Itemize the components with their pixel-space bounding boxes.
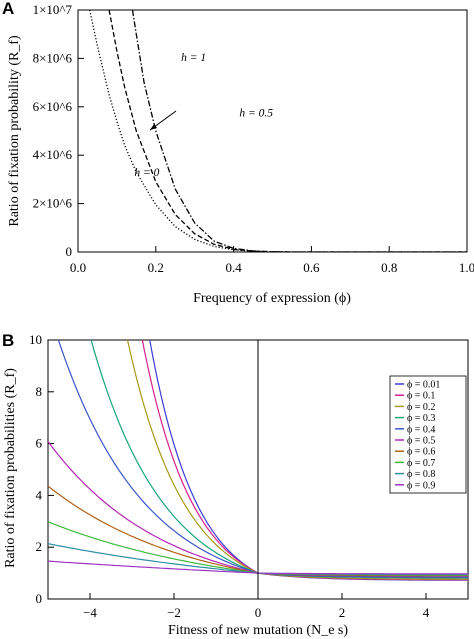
panel-a: 0 2×10^6 4×10^6 6×10^6 8×10^6 1×10^7 0.0 0.2 0.… (7, 2, 474, 306)
panel-a-annotation: h = 1 (181, 52, 206, 64)
panel-a-xtick-label: 0.6 (303, 260, 320, 275)
panel-b-xtick-label: 4 (423, 605, 430, 620)
panel-b-xtick-label: −4 (83, 605, 97, 620)
legend-entry: ϕ = 0.3 (407, 413, 435, 424)
panel-a-ylabel: Ratio of fixation probability (R_f) (7, 35, 22, 227)
panel-b-ytick-label: 8 (36, 384, 43, 399)
panel-b-ytick-label: 0 (36, 591, 43, 606)
panel-a-xtick-label: 0.0 (70, 260, 86, 275)
panel-a-ytick-label: 4×10^6 (33, 147, 73, 162)
panel-b-ytick-label: 2 (36, 539, 43, 554)
panel-b-xtick-label: −2 (167, 605, 181, 620)
panel-a-xtick-label: 0.4 (225, 260, 242, 275)
legend-entry: ϕ = 0.5 (407, 436, 435, 447)
panel-a-ytick-label: 6×10^6 (33, 99, 73, 114)
panel-a-annotation: h = 0 (134, 167, 159, 179)
panel-b-ytick-label: 4 (36, 487, 43, 502)
panel-a-xtick-label: 1.0 (459, 260, 474, 275)
panel-b-ytick-label: 6 (36, 436, 43, 451)
legend-entry: ϕ = 0.01 (407, 380, 440, 391)
legend-entry: ϕ = 0.2 (407, 402, 435, 413)
panel-a-xtick-label: 0.8 (381, 260, 397, 275)
panel-a-annotation: h = 0.5 (239, 107, 273, 119)
panel-a-ytick-label: 8×10^6 (33, 50, 73, 65)
legend-entry: ϕ = 0.6 (407, 447, 435, 458)
panel-b-legend: ϕ = 0.01ϕ = 0.1ϕ = 0.2ϕ = 0.3ϕ = 0.4ϕ = … (389, 375, 467, 494)
panel-b-xlabel: Fitness of new mutation (N_e s) (168, 623, 348, 638)
panel-a-xtick-label: 0.2 (148, 260, 164, 275)
legend-entry: ϕ = 0.1 (407, 391, 435, 402)
legend-entry: ϕ = 0.8 (407, 469, 435, 480)
panel-b-letter: B (2, 331, 14, 350)
panel-a-letter: A (2, 0, 14, 18)
panel-b-xtick-label: 2 (339, 605, 346, 620)
legend-entry: ϕ = 0.7 (407, 458, 435, 469)
panel-a-ytick-label: 0 (66, 244, 73, 259)
panel-a-xlabel: Frequency of expression (ϕ) (193, 291, 351, 306)
h-0.5-arrowhead (150, 124, 157, 130)
panel-a-series-h=1 (131, 10, 467, 252)
panel-b-ylabel: Ratio of fixation probabilities (R_f) (3, 368, 18, 568)
panel-b-ytick-label: 10 (29, 332, 42, 347)
legend-entry: ϕ = 0.9 (407, 480, 435, 491)
panel-a-ytick-label: 2×10^6 (33, 196, 73, 211)
panel-a-ytick-label: 1×10^7 (33, 2, 73, 17)
legend-entry: ϕ = 0.4 (407, 424, 435, 435)
panel-a-series-h=0 (89, 10, 467, 252)
panel-a-series-h=0.5 (108, 10, 467, 252)
panel-b-xtick-label: 0 (255, 605, 262, 620)
